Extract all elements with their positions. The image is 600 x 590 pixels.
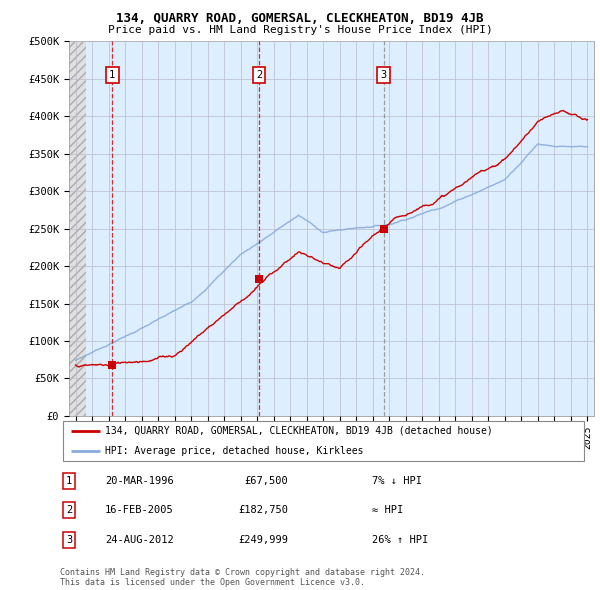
Text: 134, QUARRY ROAD, GOMERSAL, CLECKHEATON, BD19 4JB: 134, QUARRY ROAD, GOMERSAL, CLECKHEATON,… bbox=[116, 12, 484, 25]
Text: 2: 2 bbox=[66, 506, 72, 515]
Text: 134, QUARRY ROAD, GOMERSAL, CLECKHEATON, BD19 4JB (detached house): 134, QUARRY ROAD, GOMERSAL, CLECKHEATON,… bbox=[105, 426, 493, 436]
Text: 1: 1 bbox=[66, 476, 72, 486]
Text: Contains HM Land Registry data © Crown copyright and database right 2024.
This d: Contains HM Land Registry data © Crown c… bbox=[60, 568, 425, 587]
Text: 16-FEB-2005: 16-FEB-2005 bbox=[105, 506, 174, 515]
Text: 7% ↓ HPI: 7% ↓ HPI bbox=[372, 476, 422, 486]
Text: £67,500: £67,500 bbox=[244, 476, 288, 486]
Text: 2: 2 bbox=[256, 70, 262, 80]
Text: 26% ↑ HPI: 26% ↑ HPI bbox=[372, 535, 428, 545]
Text: £182,750: £182,750 bbox=[238, 506, 288, 515]
Text: Price paid vs. HM Land Registry's House Price Index (HPI): Price paid vs. HM Land Registry's House … bbox=[107, 25, 493, 35]
Text: 24-AUG-2012: 24-AUG-2012 bbox=[105, 535, 174, 545]
Text: HPI: Average price, detached house, Kirklees: HPI: Average price, detached house, Kirk… bbox=[105, 446, 364, 456]
Text: 3: 3 bbox=[66, 535, 72, 545]
Text: 20-MAR-1996: 20-MAR-1996 bbox=[105, 476, 174, 486]
FancyBboxPatch shape bbox=[62, 421, 584, 461]
Text: £249,999: £249,999 bbox=[238, 535, 288, 545]
Text: 1: 1 bbox=[109, 70, 115, 80]
Text: ≈ HPI: ≈ HPI bbox=[372, 506, 403, 515]
Bar bbox=[69, 41, 86, 416]
Text: 3: 3 bbox=[380, 70, 386, 80]
